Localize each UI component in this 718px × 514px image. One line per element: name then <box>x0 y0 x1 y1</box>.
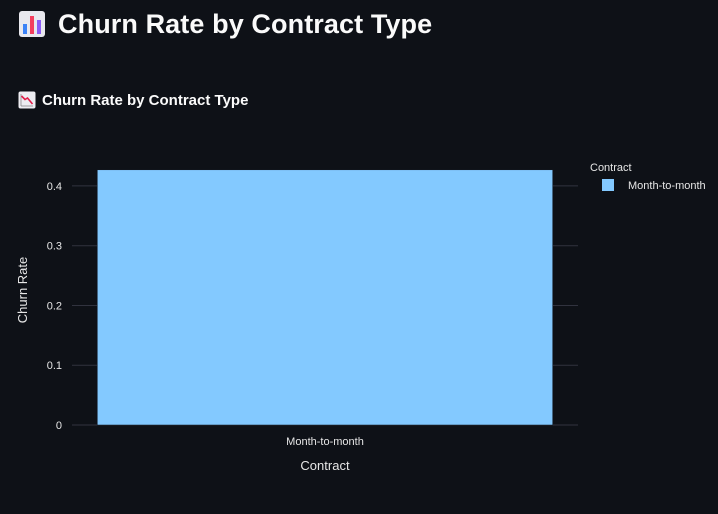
y-axis-title: Churn Rate <box>15 257 30 323</box>
x-axis-title: Contract <box>300 458 350 473</box>
legend-title: Contract <box>590 162 632 174</box>
legend-items: Month-to-month <box>602 179 706 192</box>
page-title-text: Churn Rate by Contract Type <box>58 8 433 39</box>
x-tick-labels: Month-to-month <box>286 436 364 448</box>
y-tick-labels: 0 0.1 0.2 0.3 0.4 <box>47 181 62 432</box>
y-tick-label: 0.3 <box>47 241 62 253</box>
bar[interactable] <box>97 169 553 426</box>
section-title: Churn Rate by Contract Type <box>18 89 248 111</box>
churn-bar-chart: 00.10.20.30.4 Month-to-month Churn Rate … <box>15 162 706 473</box>
bar-chart-icon <box>19 11 45 37</box>
legend-label[interactable]: Month-to-month <box>628 180 706 192</box>
section-title-text: Churn Rate by Contract Type <box>42 91 249 109</box>
chart-decreasing-icon <box>18 91 36 109</box>
x-tick-label: Month-to-month <box>286 436 364 448</box>
bars <box>97 169 553 426</box>
y-tick-label: 0.4 <box>47 181 62 193</box>
legend: Contract Month-to-month <box>590 162 706 192</box>
y-tick-label: 0 <box>56 420 62 432</box>
y-tick-label: 0.1 <box>47 360 62 372</box>
y-tick-label: 0.2 <box>47 300 62 312</box>
page-title: Churn Rate by Contract Type <box>18 4 432 44</box>
legend-swatch[interactable] <box>602 179 614 191</box>
